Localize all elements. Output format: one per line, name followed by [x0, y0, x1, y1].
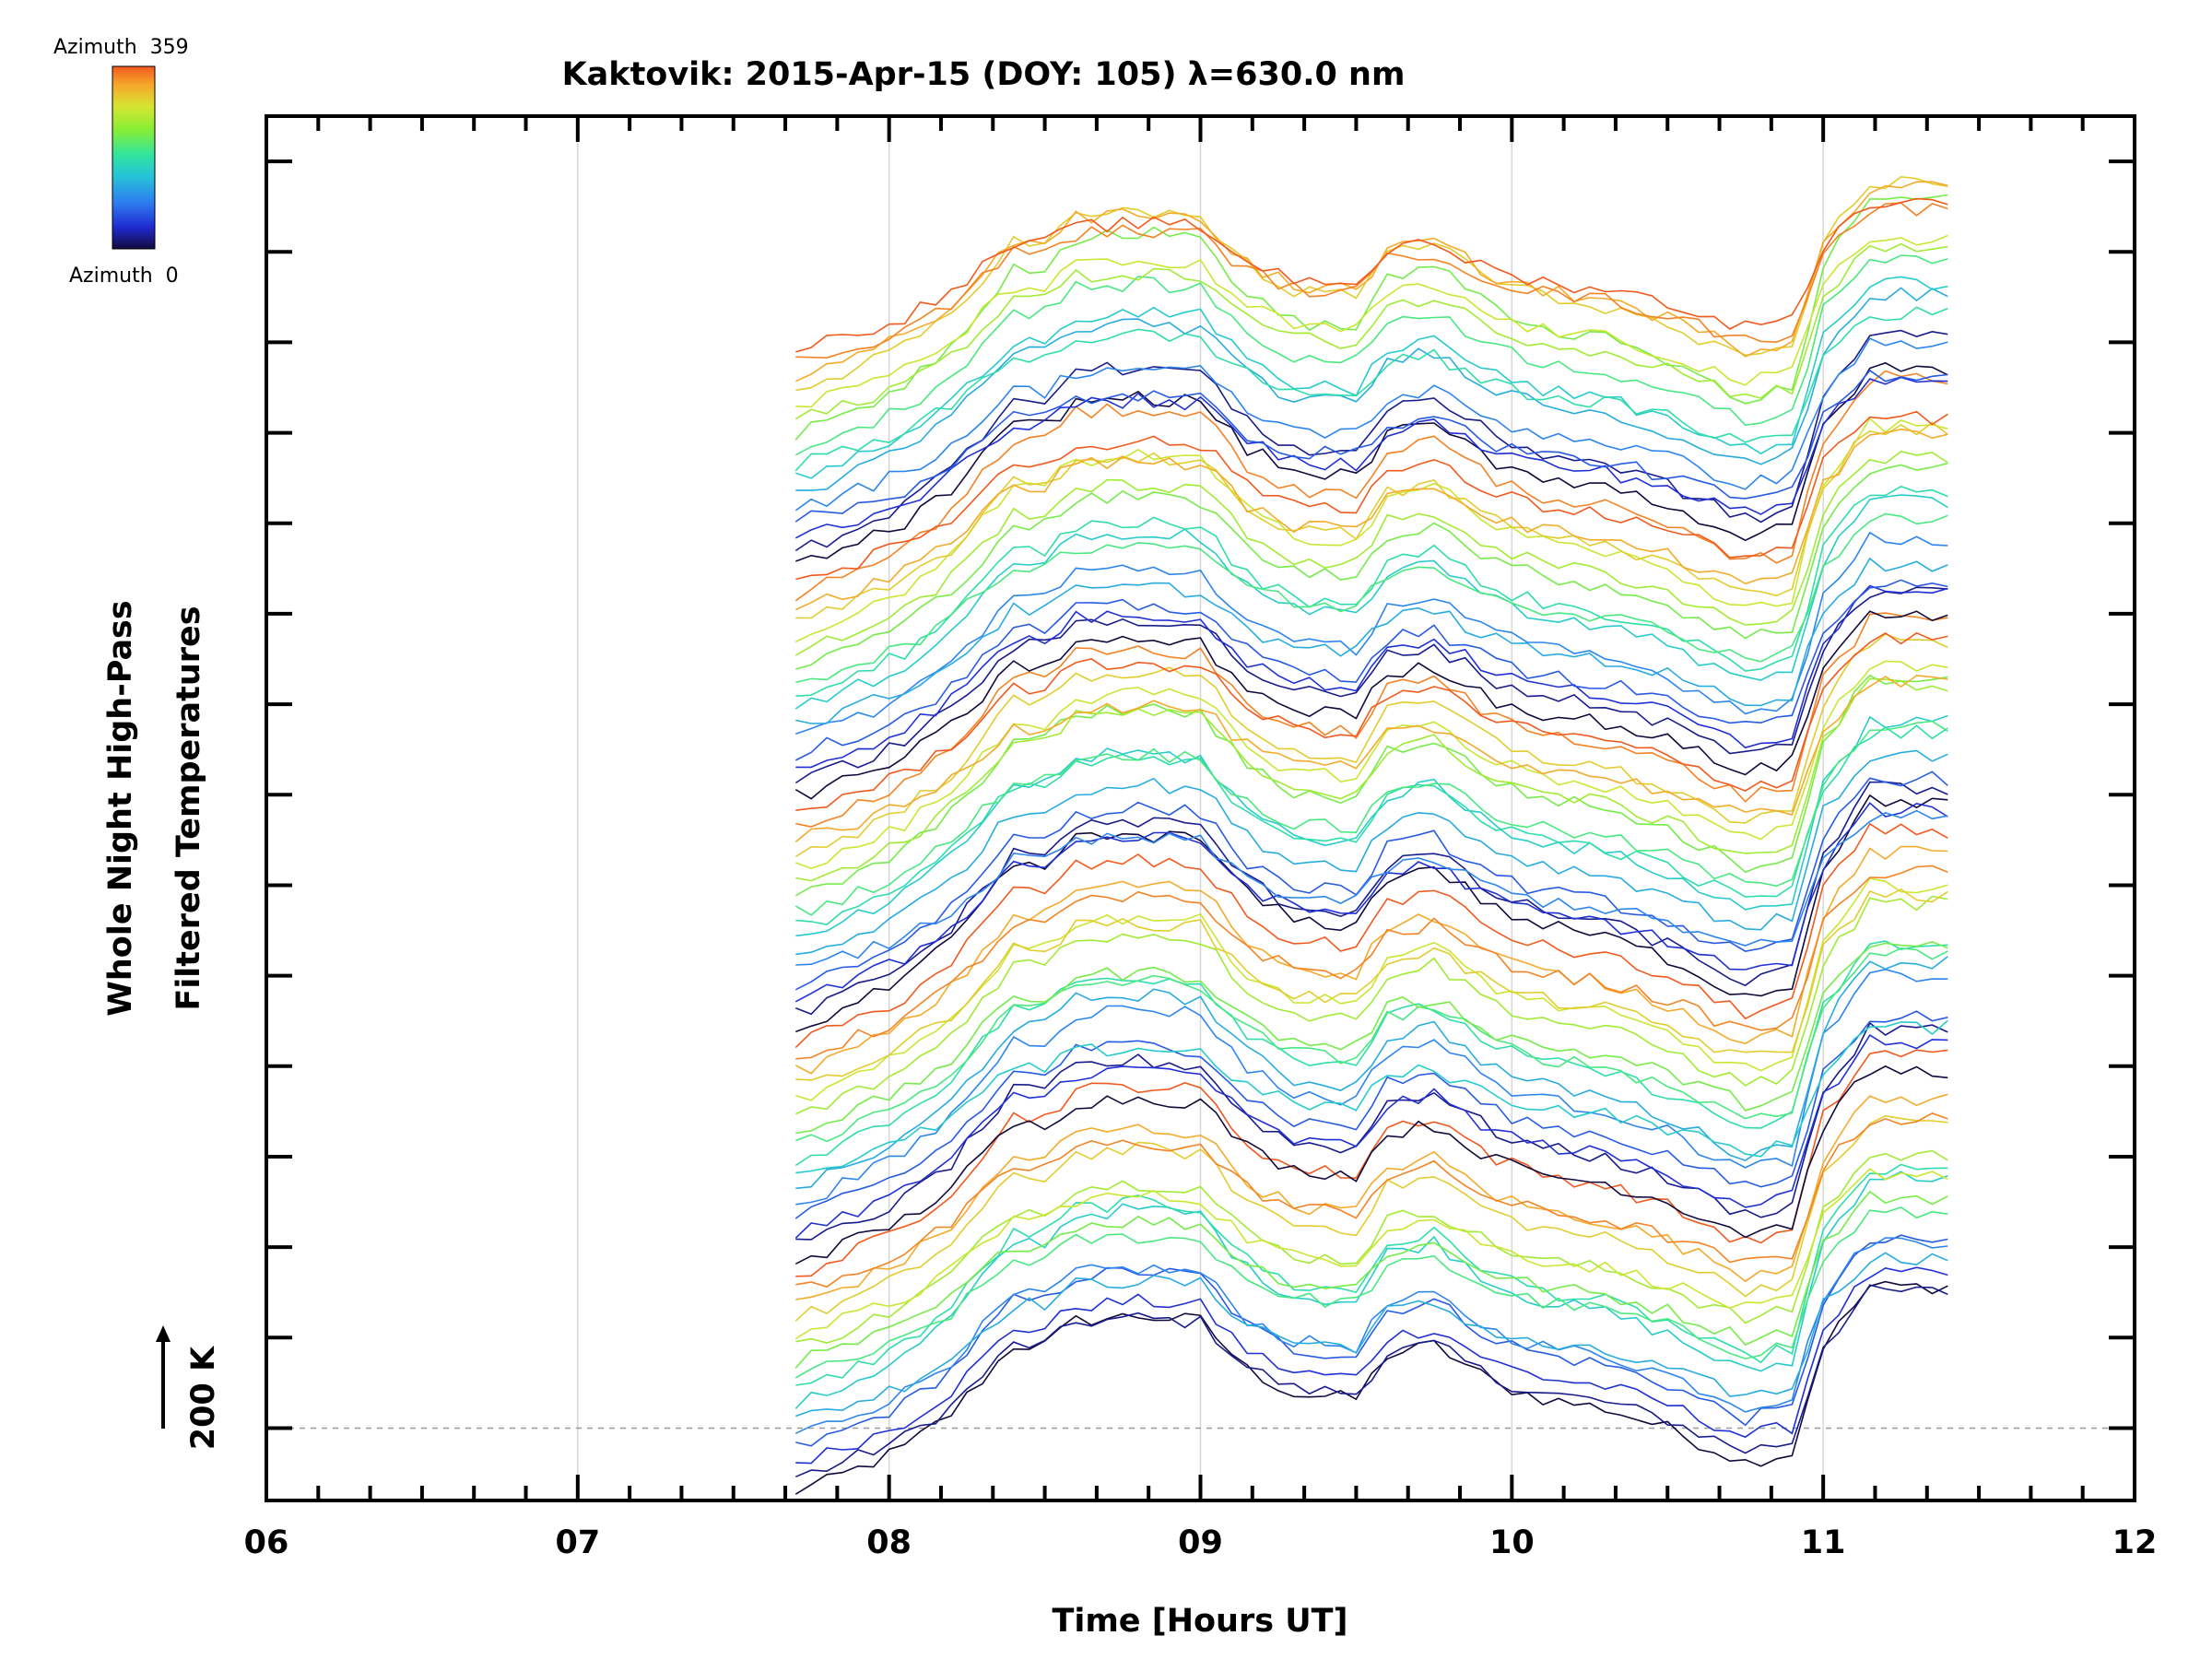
series-line — [795, 613, 1947, 827]
series-line — [795, 464, 1947, 669]
x-tick-label: 10 — [1489, 1524, 1535, 1561]
chart-title: Kaktovik: 2015-Apr-15 (DOY: 105) λ=630.0… — [562, 56, 1406, 93]
series-line — [795, 559, 1947, 724]
series-line — [795, 1238, 1947, 1433]
legend-min-label: Azimuth 0 — [69, 265, 179, 288]
series-line — [795, 633, 1947, 810]
series-line — [795, 195, 1947, 441]
chart: Azimuth 359 Azimuth 0 Kaktovik: 2015-Apr… — [0, 0, 2212, 1659]
x-tick-label: 06 — [244, 1524, 289, 1561]
series-line — [795, 942, 1947, 1134]
x-tick-label: 09 — [1178, 1524, 1223, 1561]
grid-lines — [578, 116, 1823, 1500]
series-line — [795, 824, 1947, 1048]
series-line — [795, 661, 1947, 868]
series-line — [795, 611, 1947, 798]
series-line — [795, 1192, 1947, 1368]
series-line — [795, 811, 1947, 965]
series-line — [795, 771, 1947, 990]
x-tick-label: 12 — [2112, 1524, 2158, 1561]
series-line — [795, 1113, 1947, 1287]
x-tick-labels: 06 07 08 09 10 11 12 — [244, 1524, 2158, 1561]
scale-bar-arrowhead — [156, 1325, 171, 1342]
series-line — [795, 255, 1947, 455]
x-tick-label: 11 — [1801, 1524, 1846, 1561]
legend-max-label: Azimuth 359 — [53, 36, 189, 59]
x-axis-label: Time [Hours UT] — [1052, 1603, 1347, 1640]
series-group — [795, 177, 1947, 1494]
series-line — [795, 1267, 1947, 1463]
scale-bar: 200 K — [156, 1325, 222, 1450]
series-line — [795, 1285, 1947, 1477]
legend-colorbar — [112, 66, 155, 249]
x-tick-label: 08 — [866, 1524, 912, 1561]
series-line — [795, 495, 1947, 709]
scale-bar-label: 200 K — [185, 1345, 222, 1450]
x-tick-label: 07 — [555, 1524, 600, 1561]
series-line — [795, 941, 1947, 1165]
series-line — [795, 948, 1947, 1142]
series-line — [795, 1235, 1947, 1446]
y-axis-label-line1: Whole Night High-Pass — [102, 600, 139, 1016]
series-line — [795, 795, 1947, 1032]
y-axis-label-line2: Filtered Temperatures — [171, 606, 207, 1010]
series-line — [795, 878, 1947, 1100]
series-line — [795, 678, 1947, 880]
series-line — [795, 203, 1947, 358]
series-line — [795, 363, 1947, 561]
